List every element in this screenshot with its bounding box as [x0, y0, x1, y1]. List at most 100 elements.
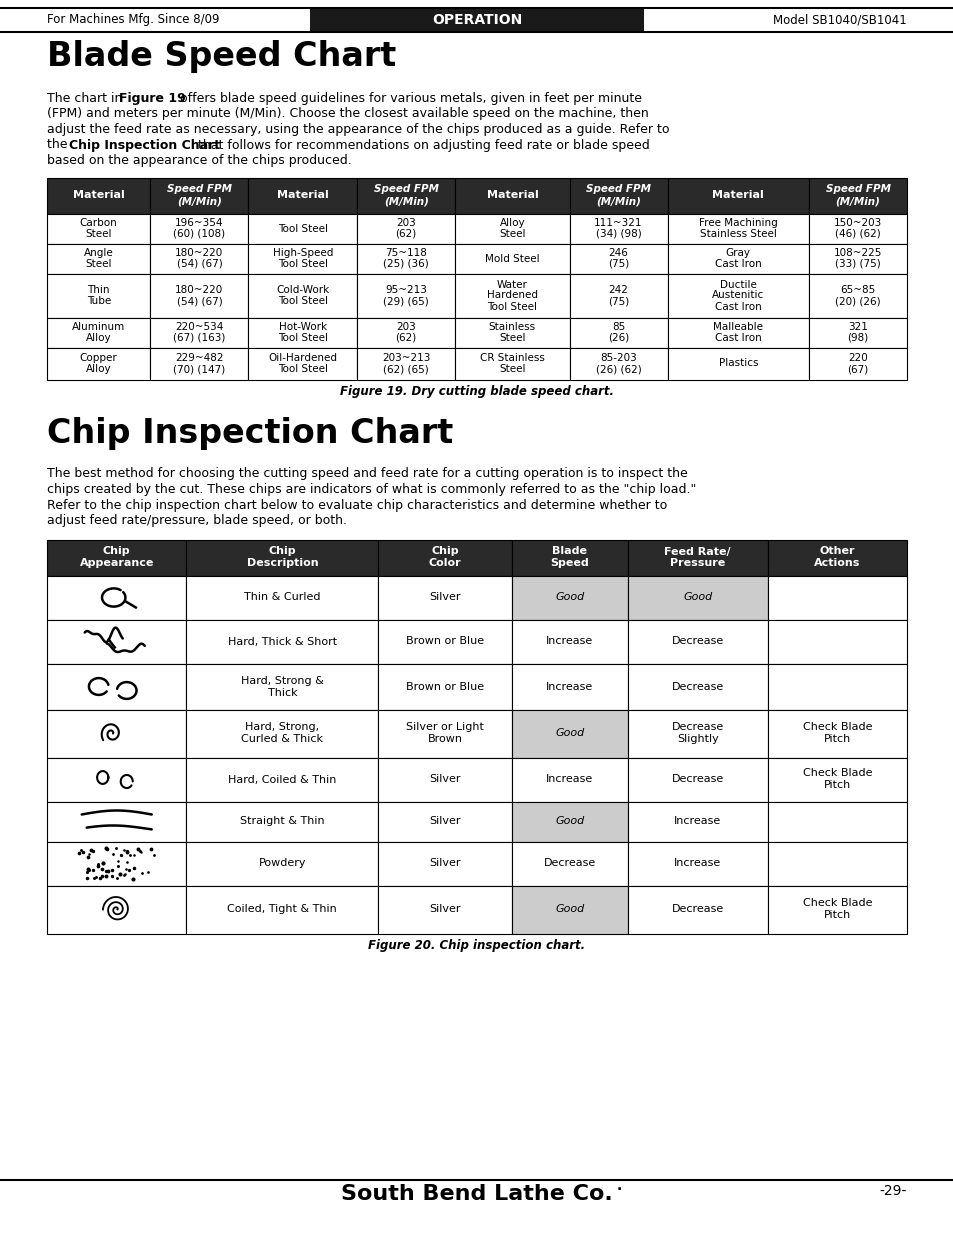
Text: Material: Material: [276, 190, 329, 200]
Bar: [47, 214, 151, 243]
Text: 246: 246: [608, 248, 628, 258]
Bar: [356, 317, 455, 347]
Text: adjust the feed rate as necessary, using the appearance of the chips produced as: adjust the feed rate as necessary, using…: [47, 124, 669, 136]
Bar: [47, 663, 186, 709]
Bar: [377, 709, 512, 757]
Text: 220: 220: [847, 353, 867, 363]
Bar: [151, 243, 248, 273]
Text: Stainless: Stainless: [488, 322, 536, 332]
Text: Pitch: Pitch: [822, 781, 850, 790]
Bar: [248, 214, 356, 243]
Text: 75~118: 75~118: [385, 248, 427, 258]
Text: (75): (75): [607, 259, 628, 269]
Text: Hard, Strong,: Hard, Strong,: [245, 722, 319, 732]
Bar: [377, 757, 512, 802]
Text: 95~213: 95~213: [385, 285, 427, 295]
Bar: [627, 576, 767, 620]
Bar: [808, 178, 906, 214]
Text: High-Speed: High-Speed: [273, 248, 333, 258]
Text: Steel: Steel: [498, 333, 525, 343]
Text: Steel: Steel: [86, 228, 112, 240]
Bar: [47, 885, 186, 934]
Text: Silver or Light: Silver or Light: [406, 722, 483, 732]
Text: Cast Iron: Cast Iron: [714, 301, 760, 311]
Bar: [47, 243, 151, 273]
Bar: [455, 178, 569, 214]
Text: Free Machining: Free Machining: [699, 219, 777, 228]
Bar: [186, 757, 377, 802]
Bar: [455, 243, 569, 273]
Text: Cast Iron: Cast Iron: [714, 259, 760, 269]
Bar: [512, 620, 627, 663]
Text: Other: Other: [819, 547, 854, 557]
Bar: [47, 317, 151, 347]
Text: (62) (65): (62) (65): [383, 364, 429, 374]
Bar: [808, 273, 906, 317]
Bar: [569, 178, 667, 214]
Bar: [47, 620, 186, 663]
Text: Thick: Thick: [267, 688, 296, 698]
Text: Actions: Actions: [813, 558, 860, 568]
Bar: [356, 347, 455, 379]
Text: Good: Good: [555, 729, 584, 739]
Bar: [356, 273, 455, 317]
Bar: [186, 885, 377, 934]
Text: (M/Min): (M/Min): [596, 196, 640, 206]
Text: Blade Speed Chart: Blade Speed Chart: [47, 40, 395, 73]
Bar: [186, 802, 377, 841]
Bar: [667, 214, 808, 243]
Text: Silver: Silver: [429, 816, 460, 826]
Text: Figure 19. Dry cutting blade speed chart.: Figure 19. Dry cutting blade speed chart…: [339, 385, 614, 399]
Bar: [47, 540, 186, 576]
Text: Material: Material: [486, 190, 537, 200]
Text: (20) (26): (20) (26): [834, 296, 880, 306]
Text: Thin: Thin: [88, 285, 110, 295]
Text: Slightly: Slightly: [677, 735, 718, 745]
Bar: [356, 214, 455, 243]
Bar: [808, 347, 906, 379]
Bar: [186, 620, 377, 663]
Text: Oil-Hardened: Oil-Hardened: [268, 353, 337, 363]
Text: (98): (98): [846, 333, 868, 343]
Bar: [455, 214, 569, 243]
Bar: [377, 576, 512, 620]
Bar: [151, 347, 248, 379]
Bar: [512, 663, 627, 709]
Bar: [667, 178, 808, 214]
Text: (67): (67): [846, 364, 868, 374]
Bar: [151, 214, 248, 243]
Text: Chip: Chip: [268, 547, 295, 557]
Text: 196~354: 196~354: [175, 219, 223, 228]
Text: 65~85: 65~85: [840, 285, 875, 295]
Text: 180~220: 180~220: [175, 248, 223, 258]
Text: (25) (36): (25) (36): [383, 259, 429, 269]
Text: 242: 242: [608, 285, 628, 295]
Bar: [512, 757, 627, 802]
Text: Decrease: Decrease: [543, 858, 596, 868]
Text: Speed FPM: Speed FPM: [374, 184, 438, 194]
Text: Appearance: Appearance: [79, 558, 153, 568]
Text: 85: 85: [611, 322, 624, 332]
Text: For Machines Mfg. Since 8/09: For Machines Mfg. Since 8/09: [47, 14, 219, 26]
Bar: [356, 243, 455, 273]
Text: Speed FPM: Speed FPM: [167, 184, 232, 194]
Bar: [627, 841, 767, 885]
Text: Description: Description: [246, 558, 317, 568]
Text: South Bend Lathe Co.: South Bend Lathe Co.: [341, 1184, 612, 1204]
Text: Curled & Thick: Curled & Thick: [241, 735, 323, 745]
Bar: [627, 709, 767, 757]
Bar: [767, 709, 906, 757]
Bar: [186, 841, 377, 885]
Bar: [377, 802, 512, 841]
Bar: [455, 347, 569, 379]
Text: Angle: Angle: [84, 248, 113, 258]
Bar: [569, 347, 667, 379]
Bar: [767, 885, 906, 934]
Bar: [512, 841, 627, 885]
Text: Hard, Strong &: Hard, Strong &: [241, 676, 323, 685]
Bar: [47, 709, 186, 757]
Text: Decrease: Decrease: [671, 722, 723, 732]
Bar: [627, 757, 767, 802]
Bar: [47, 178, 151, 214]
Text: Hot-Work: Hot-Work: [278, 322, 327, 332]
